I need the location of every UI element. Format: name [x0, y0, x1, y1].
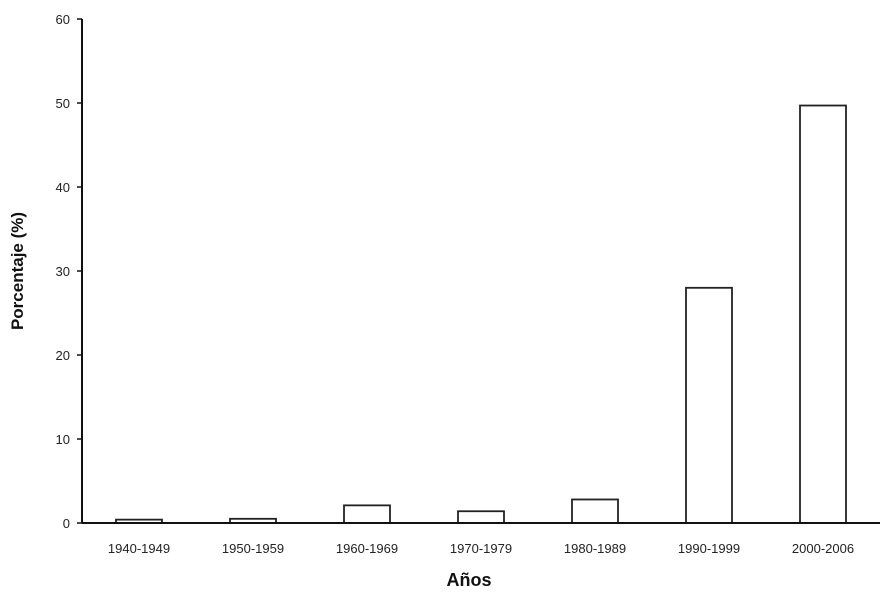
x-tick-label: 1990-1999 — [678, 541, 740, 556]
x-tick-label: 1970-1979 — [450, 541, 512, 556]
bar-1980-1989 — [571, 498, 619, 524]
bar-1970-1979 — [457, 510, 505, 524]
y-axis-ticks: 0 10 20 30 40 50 60 — [56, 12, 82, 531]
x-tick-label: 2000-2006 — [792, 541, 854, 556]
y-tick-label: 10 — [56, 432, 70, 447]
y-tick-label: 60 — [56, 12, 70, 27]
y-tick-label: 30 — [56, 264, 70, 279]
x-tick-label: 1960-1969 — [336, 541, 398, 556]
x-tick-label: 1940-1949 — [108, 541, 170, 556]
y-tick-label: 40 — [56, 180, 70, 195]
bar-1960-1969 — [343, 504, 391, 524]
y-tick-label: 0 — [63, 516, 70, 531]
x-axis-title: Años — [447, 570, 492, 590]
bar-2000-2006 — [799, 104, 847, 524]
y-tick-label: 20 — [56, 348, 70, 363]
x-axis-tick-labels: 1940-1949 1950-1959 1960-1969 1970-1979 1980… — [108, 541, 854, 556]
y-tick-label: 50 — [56, 96, 70, 111]
bar-1990-1999 — [685, 286, 733, 524]
y-axis-title: Porcentaje (%) — [8, 212, 27, 330]
x-tick-label: 1980-1989 — [564, 541, 626, 556]
x-tick-label: 1950-1959 — [222, 541, 284, 556]
bars — [115, 104, 847, 524]
